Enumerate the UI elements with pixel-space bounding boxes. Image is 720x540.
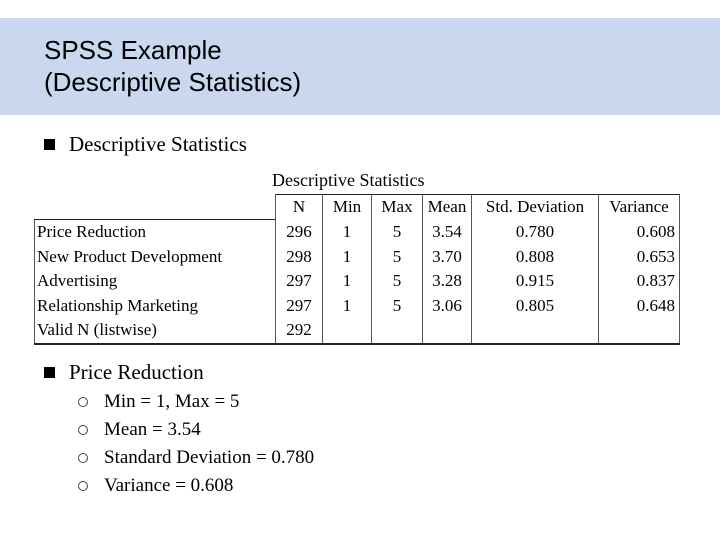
header-cell: Min [322, 194, 372, 220]
bullet-price-reduction: Price Reduction [44, 360, 204, 385]
table-cell: 297 [275, 293, 323, 318]
table-cell [598, 318, 680, 345]
sub-item-text: Mean = 3.54 [104, 419, 201, 440]
header-cell: Mean [422, 194, 472, 220]
circle-bullet-icon [78, 481, 88, 491]
title-line-2: (Descriptive Statistics) [44, 67, 302, 97]
table-row: Valid N (listwise) 292 [34, 318, 680, 345]
table-cell: 292 [275, 318, 323, 345]
row-label: Price Reduction [34, 219, 276, 245]
circle-bullet-icon [78, 397, 88, 407]
table-cell: 3.28 [422, 269, 472, 294]
square-bullet-icon [44, 367, 55, 378]
table-cell: 1 [322, 219, 372, 245]
sub-list-item: Variance = 0.608 [78, 472, 314, 500]
table-cell [471, 318, 599, 345]
table-row: Price Reduction 296 1 5 3.54 0.780 0.608 [34, 219, 680, 245]
table-cell: 1 [322, 244, 372, 269]
table-cell: 1 [322, 293, 372, 318]
sub-list-item: Mean = 3.54 [78, 416, 314, 444]
table-cell: 0.608 [598, 219, 680, 245]
table-cell: 5 [371, 293, 423, 318]
title-band [0, 18, 720, 115]
table-cell: 297 [275, 269, 323, 294]
table-cell: 0.648 [598, 293, 680, 318]
header-cell [34, 194, 276, 220]
circle-bullet-icon [78, 453, 88, 463]
table-cell: 1 [322, 269, 372, 294]
table-cell: 296 [275, 219, 323, 245]
table-cell: 298 [275, 244, 323, 269]
title-line-1: SPSS Example [44, 35, 222, 65]
price-reduction-sub-list: Min = 1, Max = 5 Mean = 3.54 Standard De… [78, 388, 314, 500]
table-row: Relationship Marketing 297 1 5 3.06 0.80… [34, 293, 680, 318]
circle-bullet-icon [78, 425, 88, 435]
table-row: New Product Development 298 1 5 3.70 0.8… [34, 244, 680, 269]
sub-item-text: Standard Deviation = 0.780 [104, 447, 315, 468]
sub-list-item: Standard Deviation = 0.780 [78, 444, 314, 472]
row-label: New Product Development [34, 244, 276, 269]
table-cell [422, 318, 472, 345]
row-label: Valid N (listwise) [34, 318, 276, 345]
table-cell [322, 318, 372, 345]
bullet-descriptive-statistics: Descriptive Statistics [44, 132, 247, 157]
table-cell: 5 [371, 269, 423, 294]
table-header-row: N Min Max Mean Std. Deviation Variance [34, 194, 680, 220]
table-cell: 0.653 [598, 244, 680, 269]
table-cell: 3.54 [422, 219, 472, 245]
descriptive-statistics-table: N Min Max Mean Std. Deviation Variance P… [34, 194, 680, 345]
table-cell: 5 [371, 244, 423, 269]
header-cell: Variance [598, 194, 680, 220]
header-cell: N [275, 194, 323, 220]
table-caption: Descriptive Statistics [272, 170, 425, 190]
row-label: Advertising [34, 269, 276, 294]
bullet-text: Price Reduction [69, 360, 204, 384]
table-cell: 3.70 [422, 244, 472, 269]
sub-item-text: Variance = 0.608 [104, 475, 234, 496]
header-cell: Max [371, 194, 423, 220]
table-cell: 0.780 [471, 219, 599, 245]
table-cell: 0.915 [471, 269, 599, 294]
table-cell [371, 318, 423, 345]
square-bullet-icon [44, 139, 55, 150]
table-cell: 0.808 [471, 244, 599, 269]
table-cell: 5 [371, 219, 423, 245]
table-cell: 3.06 [422, 293, 472, 318]
bullet-text: Descriptive Statistics [69, 132, 247, 156]
header-cell: Std. Deviation [471, 194, 599, 220]
sub-list-item: Min = 1, Max = 5 [78, 388, 314, 416]
sub-item-text: Min = 1, Max = 5 [104, 391, 240, 412]
row-label: Relationship Marketing [34, 293, 276, 318]
table-cell: 0.837 [598, 269, 680, 294]
slide-title: SPSS Example (Descriptive Statistics) [44, 34, 301, 98]
table-cell: 0.805 [471, 293, 599, 318]
table-row: Advertising 297 1 5 3.28 0.915 0.837 [34, 269, 680, 294]
